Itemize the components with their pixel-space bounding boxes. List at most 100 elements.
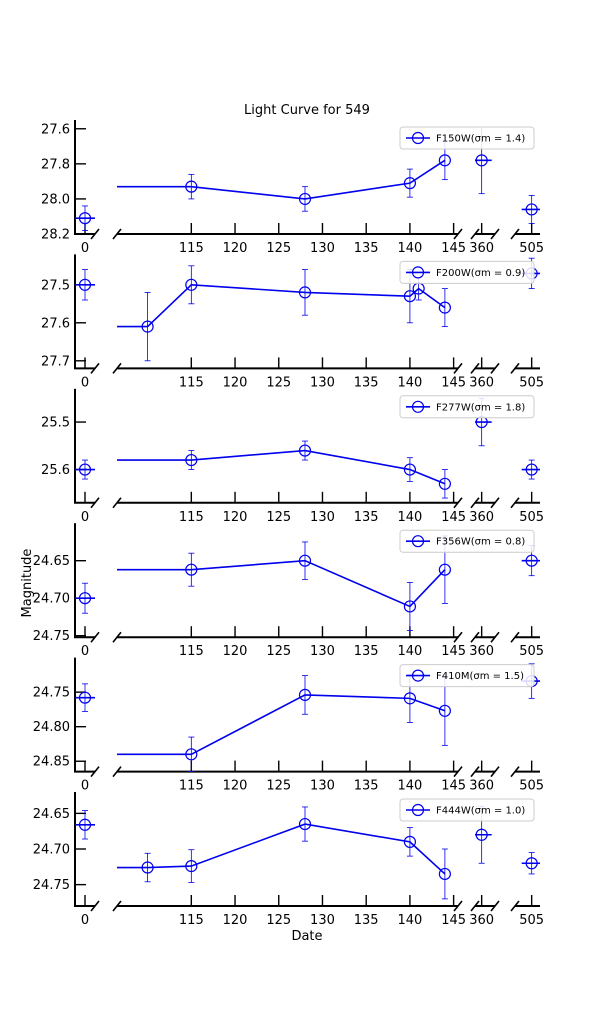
axis-break-mark [453,497,463,509]
data-point [403,835,417,848]
axis-break-mark [90,766,100,778]
x-tick-label: 145 [441,375,466,390]
data-point [185,859,198,873]
x-tick-label: 145 [441,779,466,794]
x-tick-label: 505 [519,779,544,794]
legend-marker [411,131,425,145]
x-axis-label: Date [291,929,322,944]
data-point [185,748,198,761]
axis-break-mark [90,228,100,240]
x-tick-label: 130 [310,241,335,256]
data-point [185,278,198,291]
x-tick-label: 125 [266,913,291,928]
legend-marker [411,535,425,548]
data-point [185,453,198,467]
data-point [525,203,538,216]
series-line [117,449,446,485]
panel-3: 25.5 25.6 0 115 120 125 130 135 140 145 360 505 F277… [41,388,544,525]
x-tick-label: 120 [223,375,248,390]
x-tick-label: 125 [266,241,291,256]
y-tick-label: 27.6 [41,316,70,331]
legend-box [399,529,535,553]
legend-box [399,798,535,822]
axis-break-mark [510,362,520,374]
data-point [298,688,312,702]
data-point [403,463,417,476]
x-tick-label: 505 [519,375,544,390]
x-tick-label: 120 [223,241,248,256]
axis-break-mark [112,631,122,643]
axis-break-mark [112,900,122,912]
axis-break-mark [470,631,480,643]
x-tick-label: 360 [469,510,494,525]
x-tick-label: 145 [441,913,466,928]
x-tick-label: 0 [81,644,89,659]
data-point [298,286,312,299]
x-tick-label: 130 [310,510,335,525]
x-tick-label: 120 [223,913,248,928]
y-tick-label: 24.65 [33,554,70,569]
x-tick-label: 360 [469,375,494,390]
panel-4: 24.65 24.70 24.75 0 115 120 125 130 135 140 145 360… [33,523,544,659]
series-line [117,159,446,200]
x-tick-label: 130 [310,644,335,659]
legend-marker [411,669,425,682]
x-tick-label: 115 [179,510,204,525]
x-tick-label: 130 [310,913,335,928]
y-tick-label: 27.5 [41,278,70,293]
x-tick-label: 135 [354,644,379,659]
data-point [185,563,198,576]
data-point [525,554,538,567]
axis-break-mark [490,228,500,240]
x-tick-label: 0 [81,241,89,256]
legend-label: F410M(σm = 1.5) [436,671,524,682]
axis-break-mark [470,228,480,240]
panels-group: 27.627.828.028.20 115 120 125 130 135 140 145 36… [33,120,544,928]
x-tick-label: 140 [397,913,422,928]
data-point [403,692,417,705]
data-point [298,444,312,457]
data-point [78,463,92,476]
y-axis-label: Magnitude [20,549,35,618]
legend-label: F200W(σm = 0.9) [436,268,525,279]
series-line [117,559,446,608]
data-point [298,554,312,567]
legend-box [399,260,535,284]
axis-break-mark [490,766,500,778]
data-point [78,278,92,291]
y-tick-label: 24.75 [33,686,70,701]
data-point [438,563,451,576]
axis-break-mark [112,766,122,778]
x-tick-label: 115 [179,375,204,390]
x-tick-label: 140 [397,644,422,659]
legend-marker [411,803,425,817]
x-tick-label: 115 [179,779,204,794]
x-tick-label: 505 [519,510,544,525]
x-tick-label: 120 [223,510,248,525]
axis-break-mark [90,900,100,912]
y-tick-label: 24.80 [33,720,70,735]
x-tick-label: 140 [397,241,422,256]
x-tick-label: 125 [266,375,291,390]
panel-6: 24.65 24.70 24.75 0 115 120 125 130 135 140 145 360… [33,792,544,928]
x-tick-label: 360 [469,913,494,928]
x-tick-label: 0 [81,913,89,928]
x-tick-label: 120 [223,779,248,794]
x-tick-label: 140 [397,375,422,390]
series-line [117,823,446,875]
series-line [117,283,446,328]
data-point [185,180,198,193]
y-tick-label: 25.6 [41,463,70,478]
axis-break-mark [490,900,500,912]
y-tick-label: 25.5 [41,416,70,431]
x-tick-label: 135 [354,241,379,256]
panel-2: 27.5 27.6 27.7 0 115 120 125 130 135 140 145 360 505… [41,254,544,390]
x-tick-label: 140 [397,510,422,525]
data-point [298,192,312,206]
x-tick-label: 505 [519,241,544,256]
x-tick-label: 360 [469,241,494,256]
legend-box [399,126,535,150]
legend-box [399,395,535,419]
data-point [438,301,451,314]
axis-break-mark [90,631,100,643]
